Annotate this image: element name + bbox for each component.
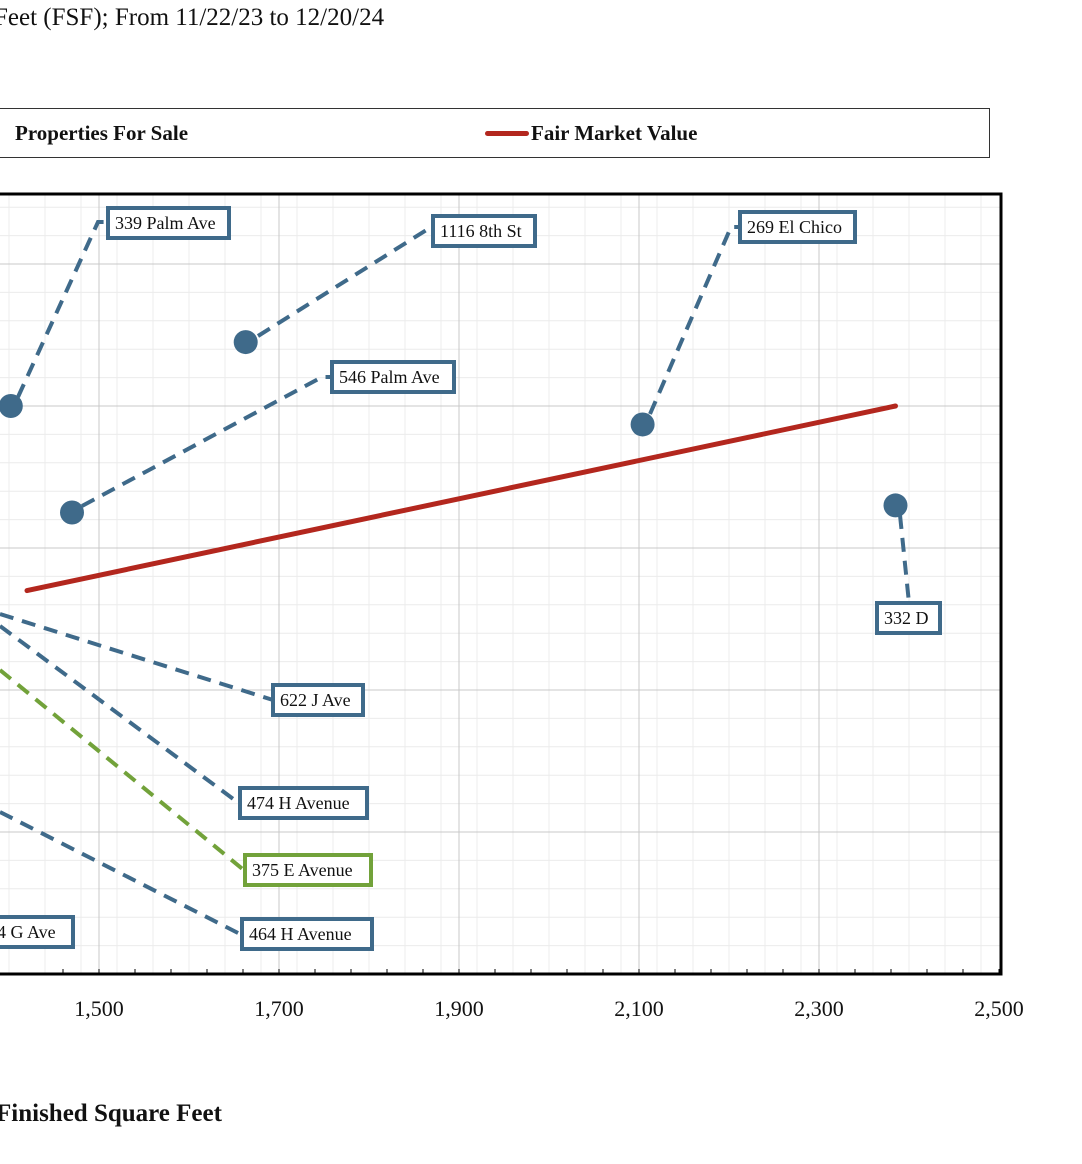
leader-line xyxy=(0,624,242,806)
point-label-text: 375 E Avenue xyxy=(252,860,353,880)
point-label-box xyxy=(875,601,942,635)
leader-line xyxy=(16,220,108,398)
point-label: 1116 8th St xyxy=(431,214,537,248)
point-label-text: 474 H Avenue xyxy=(247,793,350,813)
data-point-group: 4 G Ave xyxy=(0,915,75,949)
point-label: 464 H Avenue xyxy=(240,917,374,951)
leader-line xyxy=(898,514,911,604)
data-point-group: 474 H Avenue xyxy=(0,624,369,820)
data-point xyxy=(883,493,908,518)
point-label-box xyxy=(106,206,231,240)
point-label-text: 4 G Ave xyxy=(0,922,56,942)
data-point xyxy=(630,412,655,437)
data-point-group: 1116 8th St xyxy=(233,214,537,355)
x-tick-label: 1,500 xyxy=(74,996,124,1021)
leader-line xyxy=(81,375,332,508)
leader-line xyxy=(0,612,274,702)
point-label-box xyxy=(271,683,365,717)
data-point-group: 622 J Ave xyxy=(0,612,365,717)
point-label: 474 H Avenue xyxy=(238,786,369,820)
fair-market-value-line xyxy=(24,403,898,594)
data-point-group: 464 H Avenue xyxy=(0,810,374,951)
data-point xyxy=(60,500,84,525)
point-label-text: 464 H Avenue xyxy=(249,924,352,944)
point-label-text: 339 Palm Ave xyxy=(115,213,216,233)
data-point-group: 332 D xyxy=(875,493,942,635)
point-label-text: 332 D xyxy=(884,608,929,628)
legend-fmv-line-swatch xyxy=(485,131,529,136)
point-label: 269 El Chico xyxy=(738,210,857,244)
major-grid xyxy=(0,194,1001,974)
point-label-box xyxy=(0,915,75,949)
data-point-group: 546 Palm Ave xyxy=(60,360,456,525)
point-label-text: 546 Palm Ave xyxy=(339,367,440,387)
x-axis-title: Finished Square Feet xyxy=(0,1100,222,1127)
point-label: 375 E Avenue xyxy=(243,853,373,887)
data-point-group: 269 El Chico xyxy=(630,210,857,437)
legend-item-fair-market-value: Fair Market Value xyxy=(531,121,698,145)
point-label-box xyxy=(243,853,373,887)
chart-subtitle: Feet (FSF); From 11/22/23 to 12/20/24 xyxy=(0,4,385,31)
x-tick-label: 2,300 xyxy=(794,996,844,1021)
point-label-text: 622 J Ave xyxy=(280,690,351,710)
data-point xyxy=(0,394,23,418)
point-label-text: 269 El Chico xyxy=(747,217,842,237)
point-label: 622 J Ave xyxy=(271,683,365,717)
leader-line xyxy=(648,225,740,415)
point-label: 332 D xyxy=(875,601,942,635)
plot-frame xyxy=(0,192,1003,976)
leader-line xyxy=(256,227,433,338)
leader-line xyxy=(0,668,247,873)
point-label: 546 Palm Ave xyxy=(330,360,456,394)
x-tick-label: 2,100 xyxy=(614,996,664,1021)
point-label-text: 1116 8th St xyxy=(440,221,522,241)
point-label: 4 G Ave xyxy=(0,915,75,949)
point-label-box xyxy=(238,786,369,820)
legend-item-properties-for-sale: Properties For Sale xyxy=(15,121,189,145)
data-point-group: 339 Palm Ave xyxy=(0,206,231,418)
x-tick-label: 1,700 xyxy=(254,996,304,1021)
data-point xyxy=(233,330,258,355)
point-label-box xyxy=(330,360,456,394)
x-tick-label: 2,500 xyxy=(974,996,1024,1021)
x-tick-label: 1,900 xyxy=(434,996,484,1021)
point-label-box xyxy=(738,210,857,244)
data-point-group: 375 E Avenue xyxy=(0,668,373,887)
point-label-box xyxy=(240,917,374,951)
point-label: 339 Palm Ave xyxy=(106,206,231,240)
minor-grid xyxy=(0,194,1001,975)
legend: Properties For Sale Fair Market Value xyxy=(0,108,990,158)
point-label-box xyxy=(431,214,537,248)
